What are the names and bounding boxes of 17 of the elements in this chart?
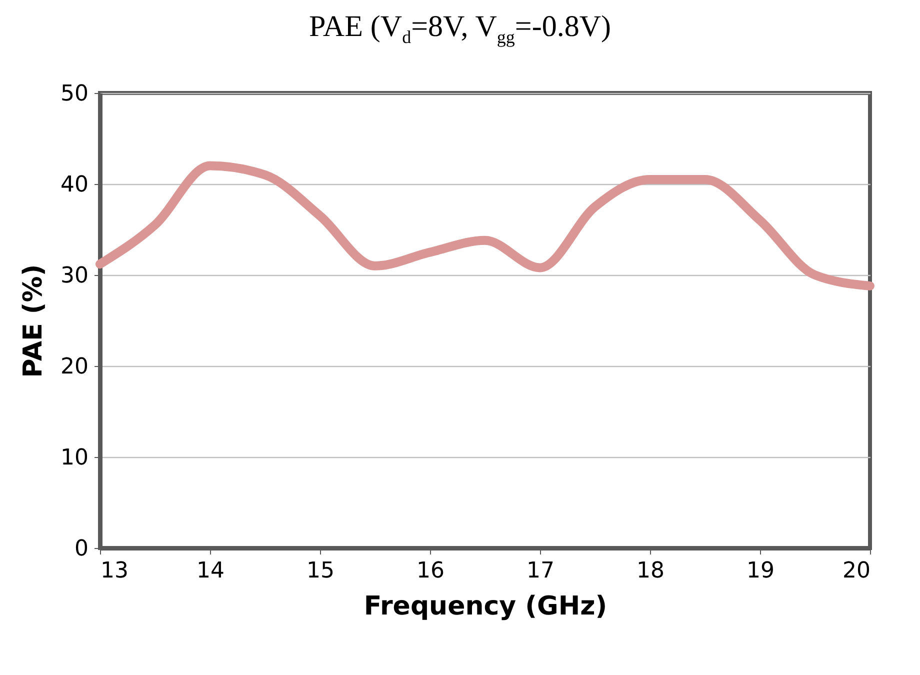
y-axis-title: PAE (%) [18,264,49,378]
y-tick-label: 10 [60,446,88,470]
x-tick-label: 18 [636,558,664,584]
y-tick-label: 50 [60,82,88,106]
x-tick-label: 17 [526,558,554,584]
x-tick-label: 15 [306,558,334,584]
x-tick-label: 20 [842,558,870,584]
x-tick-label: 14 [196,558,224,584]
x-axis-title: Frequency (GHz) [364,592,608,622]
x-tick-label: 19 [746,558,774,584]
chart-title: PAE (V$_{d}$=8V, V$_{gg}$=-0.8V) [308,10,612,49]
y-tick-label: 0 [74,536,88,562]
x-tick-label: 13 [100,558,128,584]
y-tick-label: 30 [60,264,88,288]
y-tick-label: 20 [60,354,88,380]
x-tick-label: 16 [416,558,444,584]
y-tick-label: 40 [60,172,88,198]
